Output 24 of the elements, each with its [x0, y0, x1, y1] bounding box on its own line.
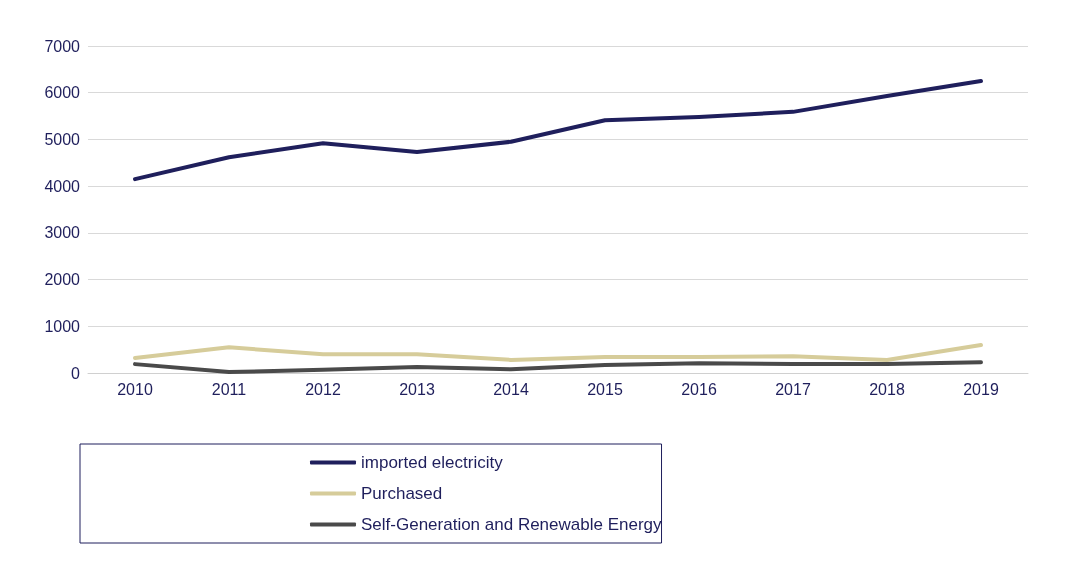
x-tick-label: 2013 [399, 380, 435, 398]
legend-label: Purchased [361, 484, 443, 503]
x-tick-label: 2011 [211, 380, 247, 398]
y-tick-label: 3000 [44, 224, 81, 242]
line-series [133, 79, 983, 182]
x-tick-label: 2014 [493, 380, 529, 398]
y-tick-label: 1000 [44, 317, 81, 335]
x-tick-label: 2015 [587, 380, 623, 398]
y-tick-label: 7000 [44, 37, 81, 55]
x-tick-label: 2019 [963, 380, 999, 398]
x-tick-label: 2018 [869, 380, 905, 398]
y-tick-label: 2000 [44, 271, 81, 289]
legend-label: Self-Generation and Renewable Energy [361, 515, 663, 534]
y-tick-label: 0 [71, 364, 81, 382]
line-series [133, 360, 983, 375]
y-tick-label: 5000 [44, 130, 81, 148]
x-tick-label: 2010 [117, 380, 153, 398]
y-tick-label: 6000 [44, 84, 81, 102]
y-tick-label: 4000 [44, 177, 81, 195]
x-tick-label: 2012 [305, 380, 341, 398]
legend-label: imported electricity [361, 453, 504, 472]
line-series [133, 342, 983, 362]
x-tick-label: 2016 [681, 380, 717, 398]
x-tick-label: 2017 [775, 380, 811, 398]
